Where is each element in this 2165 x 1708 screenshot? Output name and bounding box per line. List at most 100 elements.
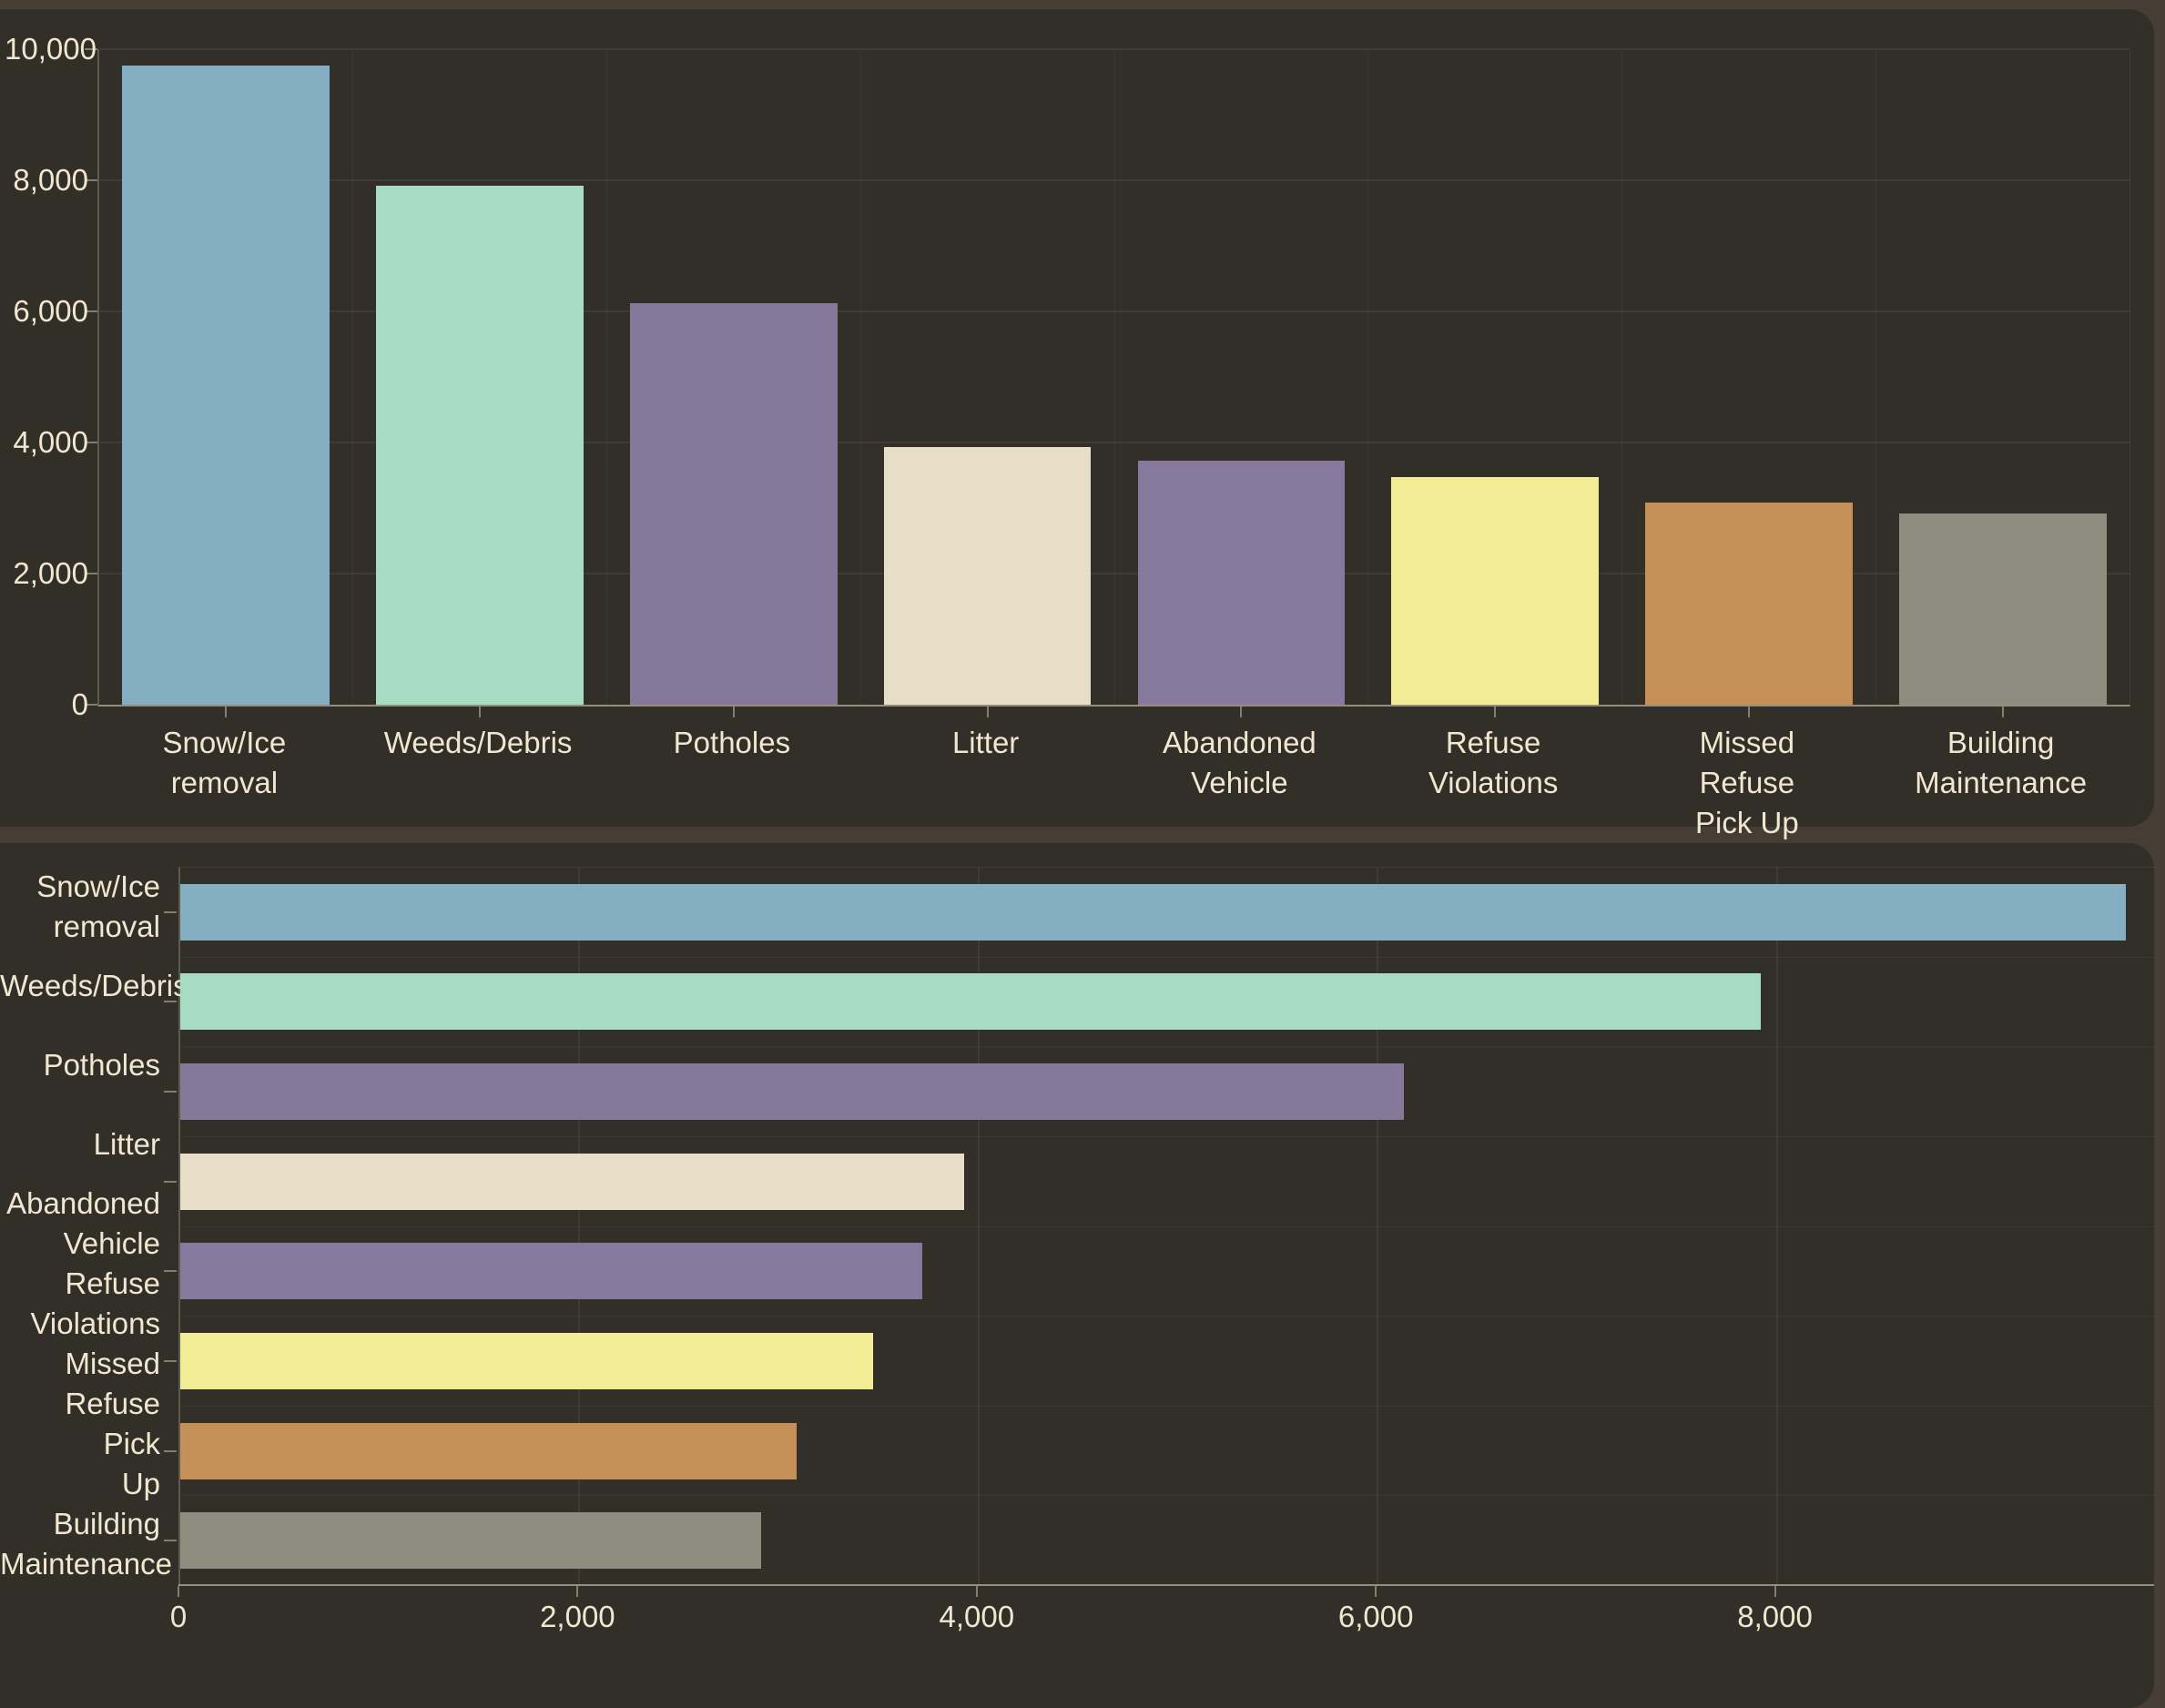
x-axis-tick [1494,707,1497,717]
bar-missed-refuse-pick-up[interactable] [1645,502,1854,705]
row-snow-ice-removal [164,868,2156,957]
x-axis-tick [975,1586,978,1597]
x-axis-label: 2,000 [540,1600,615,1633]
category-label-line: removal [170,766,279,799]
y-axis-tick [85,48,97,50]
bar-snow-ice-removal[interactable] [180,883,2127,940]
row-refuse-violations [164,1316,2156,1406]
category-slot-litter [859,49,1114,705]
category-label-refuse-violations: Refuse Violations [0,1264,161,1344]
y-axis-tick [85,442,97,443]
category-label-line: Refuse Pick [65,1387,160,1461]
category-label-line: Building [53,1507,160,1541]
category-label-line: Snow/Ice [36,869,160,903]
bar-building-maintenance[interactable] [1899,513,2107,705]
category-slot-snow-ice-removal [99,49,352,705]
category-label-litter: Litter [859,723,1113,843]
category-label-abandoned-vehicle: Abandoned Vehicle [0,1184,160,1264]
bar-refuse-violations[interactable] [1391,477,1600,705]
category-label-refuse-violations: Refuse Violations [1367,723,1621,843]
category-label-snow-ice-removal: Snow/Ice removal [97,723,351,843]
x-axis-tick [178,1586,179,1597]
bar-litter[interactable] [180,1153,965,1210]
y-axis-label: 6,000 [13,294,88,328]
vertical-chart-category-axis: Snow/Ice removal Weeds/Debris Potholes Litte… [97,723,2128,843]
category-label-potholes: Potholes [605,723,859,843]
bar-abandoned-vehicle[interactable] [1137,461,1346,705]
row-litter [164,1135,2156,1226]
gridline [99,48,2129,50]
category-label-potholes: Potholes [0,1026,160,1105]
category-label-line: Maintenance [1915,766,2088,799]
x-axis-tick [576,1586,579,1597]
bar-litter[interactable] [883,447,1092,705]
gridline [99,310,2129,312]
bar-abandoned-vehicle[interactable] [180,1243,923,1300]
bar-potholes[interactable] [180,1063,1404,1121]
category-label-line: Potholes [43,1048,160,1082]
row-building-maintenance [164,1495,2156,1585]
bar-refuse-violations[interactable] [180,1332,873,1389]
x-axis-tick [2001,707,2004,717]
bar-weeds-debris[interactable] [180,973,1761,1031]
x-axis-label: 4,000 [939,1600,1015,1633]
x-axis-tick [479,707,482,717]
y-axis-tick [164,1540,177,1542]
category-label-snow-ice-removal: Snow/Ice removal [0,867,160,947]
category-label-line: Missed [1699,726,1795,759]
category-label-line: Litter [93,1126,160,1161]
y-axis-label: 2,000 [13,556,88,590]
bar-snow-ice-removal[interactable] [122,66,330,705]
vertical-chart-plot-area: 0 2,000 4,000 6,000 8,000 10,000 [5,32,2130,721]
category-label-building-maintenance: Building Maintenance [1874,723,2128,843]
category-label-line: Litter [951,726,1020,759]
y-axis-label: 4,000 [13,425,88,459]
bar-building-maintenance[interactable] [180,1512,761,1570]
bars-layer [99,49,2129,705]
category-slot-potholes [605,49,860,705]
x-axis-tick [1747,707,1750,717]
category-label-line: Vehicle [63,1226,160,1261]
y-axis-tick [164,1001,177,1003]
row-abandoned-vehicle [164,1225,2156,1317]
category-slot-abandoned-vehicle [1113,49,1368,705]
gridline [578,868,581,1585]
gridline [1377,868,1379,1585]
row-weeds-debris [164,956,2156,1047]
y-axis-label: 0 [71,687,88,721]
horizontal-chart-category-axis: Snow/Ice removal Weeds/Debris Potholes Litte… [0,867,188,1584]
y-axis-tick [164,1180,177,1183]
category-label-line: Refuse [1445,726,1541,759]
category-label-line: Violations [1428,766,1559,799]
row-potholes [164,1046,2156,1136]
category-label-abandoned-vehicle: Abandoned Vehicle [1113,723,1367,843]
gridline [99,442,2129,443]
horizontal-chart-value-axis: 0 2,000 4,000 6,000 8,000 [170,1584,2154,1644]
gridline [99,179,2129,181]
gridline [977,868,980,1585]
y-axis-tick [85,573,97,574]
category-label-line: Missed [65,1347,160,1381]
bar-weeds-debris[interactable] [375,185,584,705]
category-label-line: Vehicle [1191,766,1288,799]
category-label-line: Potholes [673,726,791,759]
category-label-building-maintenance: Building Maintenance [0,1504,172,1584]
category-slot-building-maintenance [1875,49,2129,705]
category-label-line: Violations [30,1306,161,1341]
y-axis-tick [85,310,97,312]
category-label-line: Weeds/Debris [383,726,573,759]
category-label-line: Abandoned [6,1186,160,1221]
category-slot-weeds-debris [351,49,606,705]
x-axis-tick [1774,1586,1776,1597]
category-label-line: Maintenance [0,1547,172,1581]
y-axis-label: 10,000 [5,32,97,66]
x-axis-tick [732,707,735,717]
category-slot-missed-refuse-pick-up [1621,49,1875,705]
category-label-line: Pick Up [1695,806,1799,839]
bar-missed-refuse-pick-up[interactable] [180,1422,798,1479]
category-label-line: removal [53,910,160,943]
bar-potholes[interactable] [629,302,838,705]
horizontal-chart-plot-area [164,867,2156,1585]
category-label-line: Abandoned [1162,726,1316,759]
y-axis-tick [85,179,97,181]
